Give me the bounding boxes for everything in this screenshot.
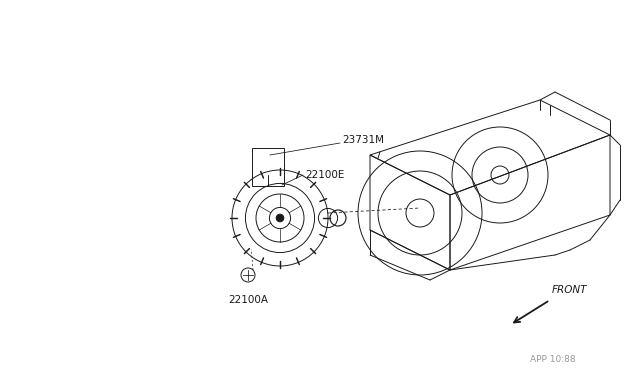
Text: 22100E: 22100E [305, 170, 344, 180]
Text: 23731M: 23731M [342, 135, 384, 145]
Circle shape [276, 214, 284, 222]
Bar [252, 148, 284, 186]
Text: 22100A: 22100A [228, 295, 268, 305]
Text: APP 10:88: APP 10:88 [530, 355, 575, 364]
Text: FRONT: FRONT [552, 285, 588, 295]
